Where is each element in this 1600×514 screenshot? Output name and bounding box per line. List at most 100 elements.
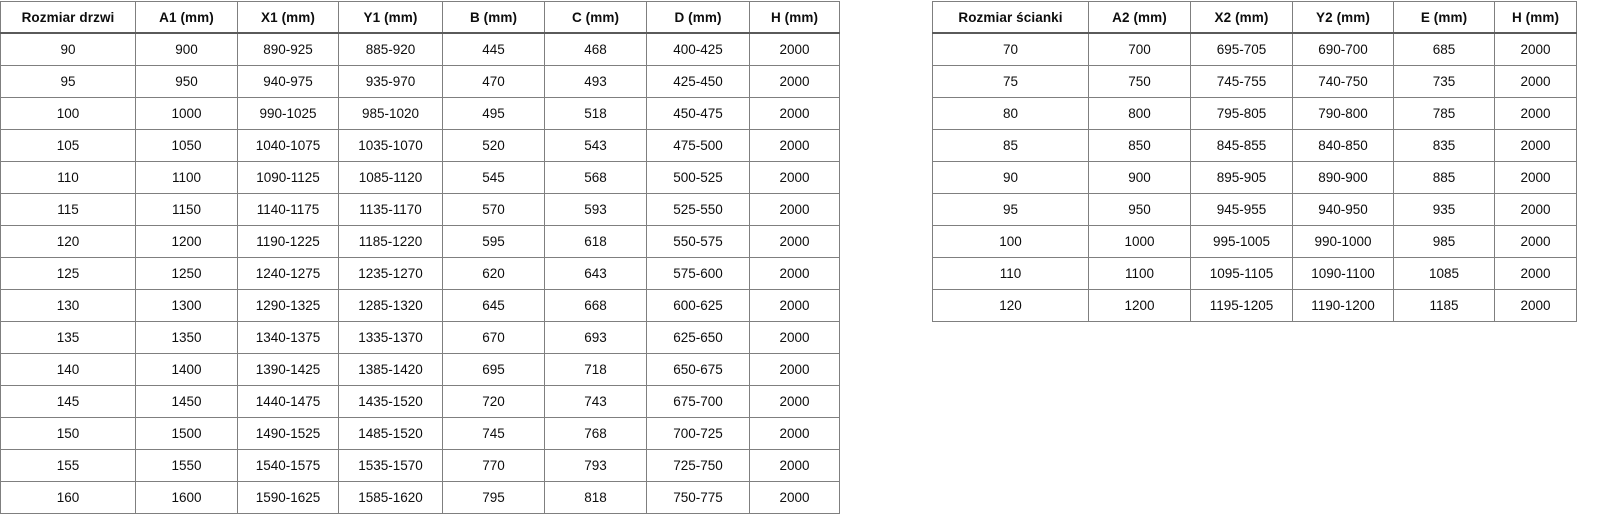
walls-table-body: 70 700 695-705 690-700 685 2000 75 750 745-755 74… xyxy=(932,32,1577,322)
walls-column-header: H (mm) xyxy=(1494,1,1577,34)
walls-table-row: 70 700 695-705 690-700 685 2000 xyxy=(932,32,1577,66)
doors-cell: 645 xyxy=(442,289,545,322)
doors-cell: 550-575 xyxy=(646,225,750,258)
walls-cell: 785 xyxy=(1393,97,1495,130)
walls-cell: 985 xyxy=(1393,225,1495,258)
doors-cell: 525-550 xyxy=(646,193,750,226)
doors-table-row: 160 1600 1590-1625 1585-1620 795 818 750-775 20… xyxy=(0,481,840,514)
doors-column-header: B (mm) xyxy=(442,1,545,34)
walls-cell: 2000 xyxy=(1494,257,1577,290)
doors-cell: 2000 xyxy=(749,321,840,354)
walls-table-row: 80 800 795-805 790-800 785 2000 xyxy=(932,97,1577,130)
walls-cell: 1195-1205 xyxy=(1190,289,1293,322)
doors-column-header: Y1 (mm) xyxy=(338,1,443,34)
doors-table-row: 125 1250 1240-1275 1235-1270 620 643 575-600 20… xyxy=(0,257,840,290)
doors-cell: 425-450 xyxy=(646,65,750,98)
doors-cell: 543 xyxy=(544,129,647,162)
doors-cell: 2000 xyxy=(749,32,840,66)
doors-cell: 1600 xyxy=(135,481,238,514)
walls-cell: 2000 xyxy=(1494,129,1577,162)
doors-table-row: 95 950 940-975 935-970 470 493 425-450 2000 xyxy=(0,65,840,98)
doors-cell: 1100 xyxy=(135,161,238,194)
doors-cell: 160 xyxy=(0,481,136,514)
walls-cell: 835 xyxy=(1393,129,1495,162)
walls-cell: 1000 xyxy=(1088,225,1191,258)
doors-cell: 2000 xyxy=(749,481,840,514)
walls-table-row: 110 1100 1095-1105 1090-1100 1085 2000 xyxy=(932,257,1577,290)
doors-cell: 1390-1425 xyxy=(237,353,339,386)
walls-table-head: Rozmiar ścianki A2 (mm) X2 (mm) Y2 (mm) E (m… xyxy=(932,1,1577,34)
walls-cell: 2000 xyxy=(1494,289,1577,322)
doors-cell: 1135-1170 xyxy=(338,193,443,226)
doors-cell: 110 xyxy=(0,161,136,194)
walls-cell: 945-955 xyxy=(1190,193,1293,226)
walls-cell: 700 xyxy=(1088,32,1191,66)
walls-cell: 850 xyxy=(1088,129,1191,162)
walls-cell: 75 xyxy=(932,65,1089,98)
doors-cell: 693 xyxy=(544,321,647,354)
walls-cell: 120 xyxy=(932,289,1089,322)
walls-cell: 685 xyxy=(1393,32,1495,66)
walls-column-header: X2 (mm) xyxy=(1190,1,1293,34)
doors-cell: 2000 xyxy=(749,385,840,418)
walls-cell: 1100 xyxy=(1088,257,1191,290)
doors-cell: 1000 xyxy=(135,97,238,130)
doors-cell: 950 xyxy=(135,65,238,98)
doors-cell: 450-475 xyxy=(646,97,750,130)
doors-cell: 2000 xyxy=(749,193,840,226)
doors-table-row: 100 1000 990-1025 985-1020 495 518 450-475 2000 xyxy=(0,97,840,130)
doors-cell: 1535-1570 xyxy=(338,449,443,482)
walls-cell: 895-905 xyxy=(1190,161,1293,194)
doors-cell: 1440-1475 xyxy=(237,385,339,418)
walls-cell: 85 xyxy=(932,129,1089,162)
doors-cell: 475-500 xyxy=(646,129,750,162)
walls-column-header: Y2 (mm) xyxy=(1292,1,1394,34)
doors-cell: 1485-1520 xyxy=(338,417,443,450)
walls-cell: 1085 xyxy=(1393,257,1495,290)
doors-table-row: 150 1500 1490-1525 1485-1520 745 768 700-725 20… xyxy=(0,417,840,450)
doors-column-header: Rozmiar drzwi xyxy=(0,1,136,34)
doors-cell: 1435-1520 xyxy=(338,385,443,418)
walls-cell: 2000 xyxy=(1494,193,1577,226)
walls-cell: 1200 xyxy=(1088,289,1191,322)
doors-cell: 1150 xyxy=(135,193,238,226)
doors-cell: 568 xyxy=(544,161,647,194)
walls-cell: 885 xyxy=(1393,161,1495,194)
doors-cell: 2000 xyxy=(749,129,840,162)
doors-cell: 2000 xyxy=(749,353,840,386)
walls-cell: 790-800 xyxy=(1292,97,1394,130)
doors-cell: 1500 xyxy=(135,417,238,450)
doors-cell: 95 xyxy=(0,65,136,98)
doors-cell: 668 xyxy=(544,289,647,322)
doors-cell: 818 xyxy=(544,481,647,514)
doors-column-header: A1 (mm) xyxy=(135,1,238,34)
doors-cell: 718 xyxy=(544,353,647,386)
walls-table-row: 100 1000 995-1005 990-1000 985 2000 xyxy=(932,225,1577,258)
doors-cell: 105 xyxy=(0,129,136,162)
walls-cell: 990-1000 xyxy=(1292,225,1394,258)
doors-cell: 400-425 xyxy=(646,32,750,66)
walls-cell: 2000 xyxy=(1494,97,1577,130)
doors-cell: 743 xyxy=(544,385,647,418)
doors-cell: 890-925 xyxy=(237,32,339,66)
walls-cell: 890-900 xyxy=(1292,161,1394,194)
doors-cell: 935-970 xyxy=(338,65,443,98)
doors-cell: 940-975 xyxy=(237,65,339,98)
doors-cell: 2000 xyxy=(749,225,840,258)
walls-size-table: Rozmiar ścianki A2 (mm) X2 (mm) Y2 (mm) E (m… xyxy=(932,1,1577,322)
doors-cell: 768 xyxy=(544,417,647,450)
doors-cell: 125 xyxy=(0,257,136,290)
doors-cell: 885-920 xyxy=(338,32,443,66)
doors-size-table-block: Rozmiar drzwi A1 (mm) X1 (mm) Y1 (mm) B (mm)… xyxy=(0,1,840,514)
doors-cell: 745 xyxy=(442,417,545,450)
doors-cell: 570 xyxy=(442,193,545,226)
walls-cell: 110 xyxy=(932,257,1089,290)
doors-cell: 1450 xyxy=(135,385,238,418)
doors-cell: 2000 xyxy=(749,257,840,290)
doors-cell: 1240-1275 xyxy=(237,257,339,290)
doors-cell: 2000 xyxy=(749,449,840,482)
doors-cell: 695 xyxy=(442,353,545,386)
doors-cell: 1590-1625 xyxy=(237,481,339,514)
doors-cell: 1340-1375 xyxy=(237,321,339,354)
walls-cell: 745-755 xyxy=(1190,65,1293,98)
